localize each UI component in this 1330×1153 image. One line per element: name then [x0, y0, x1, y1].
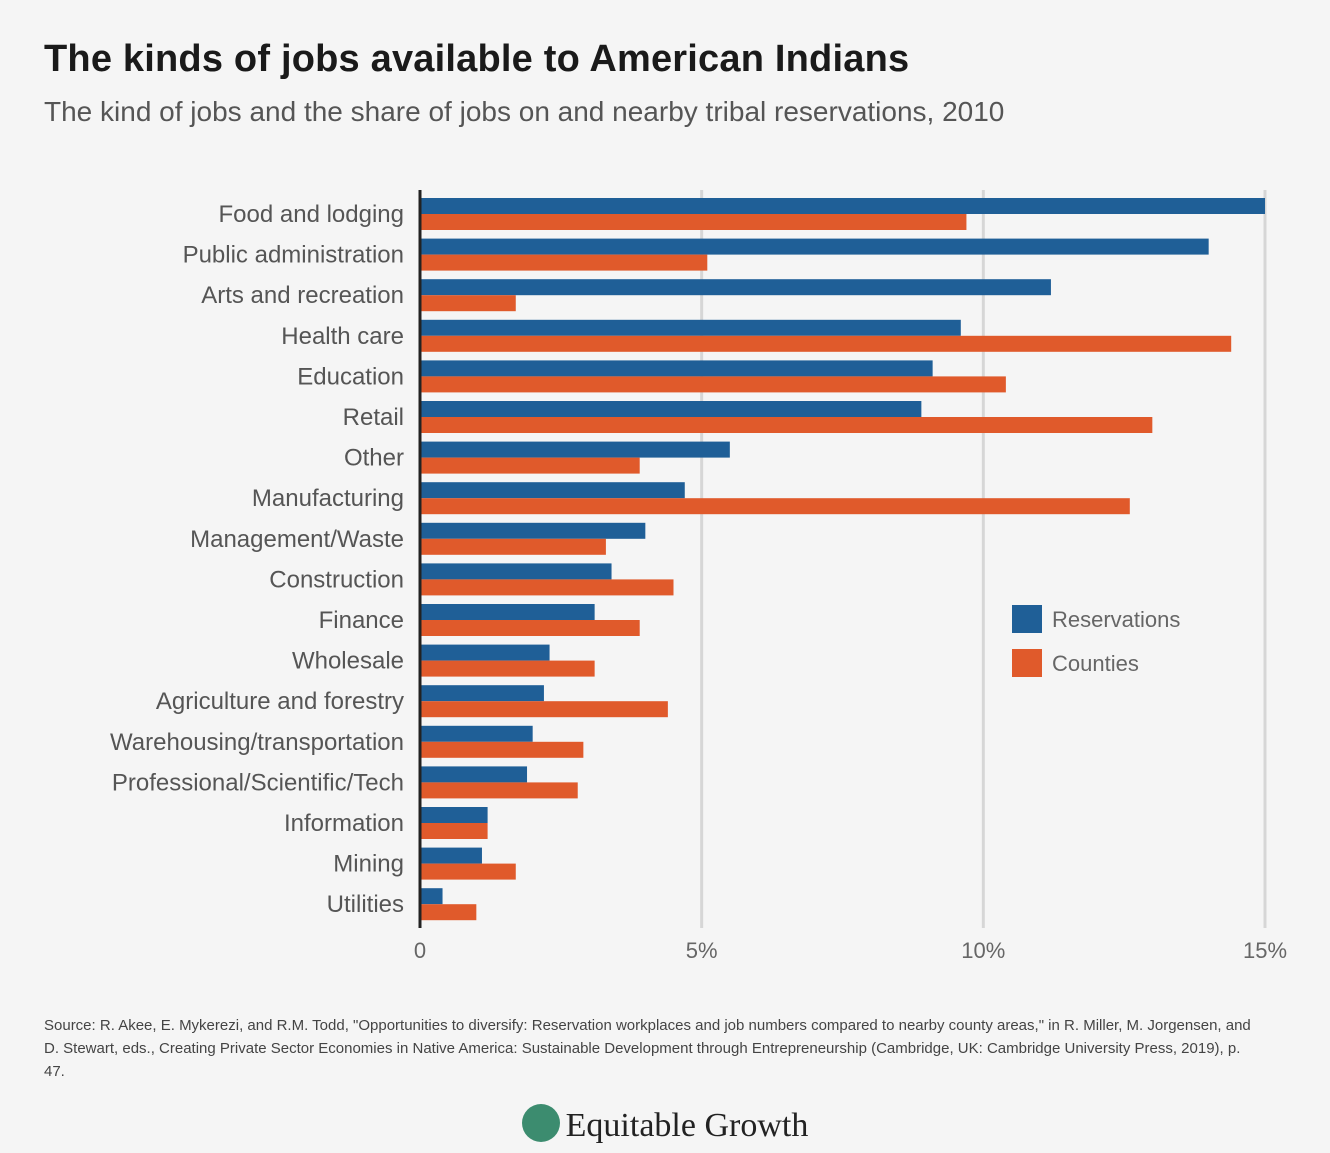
bar-reservations — [420, 319, 961, 336]
x-tick-label: 5% — [686, 938, 718, 963]
bar-chart: Food and lodging Public administration Art… — [110, 190, 1287, 963]
legend-label: Counties — [1052, 651, 1139, 676]
bar-counties — [420, 620, 640, 636]
category-label: Utilities — [327, 891, 404, 918]
category-label: Warehousing/transportation — [110, 729, 404, 756]
bar-counties — [420, 498, 1130, 515]
legend-swatch — [1012, 649, 1042, 677]
bar-counties — [420, 457, 640, 474]
category-label: Other — [344, 445, 404, 472]
bar-counties — [420, 417, 1153, 433]
category-label: Manufacturing — [252, 485, 404, 512]
bar-counties — [420, 335, 1232, 352]
category-label: Wholesale — [292, 648, 404, 675]
bar-reservations — [420, 401, 922, 417]
x-tick-label: 10% — [961, 938, 1005, 963]
chart-subtitle: The kind of jobs and the share of jobs o… — [44, 96, 1005, 127]
bar-counties — [420, 782, 578, 799]
bar-counties — [420, 254, 708, 271]
bar-counties — [420, 214, 967, 230]
bar-reservations — [420, 441, 730, 458]
category-label: Construction — [269, 566, 404, 593]
bar-reservations — [420, 766, 528, 783]
bar-counties — [420, 741, 584, 758]
logo-icon — [521, 1104, 560, 1142]
bar-counties — [420, 701, 668, 718]
x-tick-label: 0 — [414, 938, 426, 963]
bar-counties — [420, 823, 488, 839]
bar-reservations — [420, 807, 488, 823]
bar-reservations — [420, 888, 443, 905]
bar-counties — [420, 376, 1006, 393]
legend-swatch — [1012, 605, 1042, 633]
bar-reservations — [420, 847, 482, 864]
category-label: Management/Waste — [190, 526, 404, 553]
bar-reservations — [420, 685, 544, 702]
bar-reservations — [420, 644, 550, 661]
source-note: Source: R. Akee, E. Mykerezi, and R.M. T… — [44, 1017, 1251, 1080]
chart-title: The kinds of jobs available to American … — [44, 38, 910, 80]
category-label: Information — [284, 810, 404, 837]
category-label: Retail — [343, 404, 404, 431]
category-label: Finance — [319, 607, 404, 634]
bar-reservations — [420, 482, 685, 499]
bar-reservations — [420, 238, 1209, 255]
category-label: Health care — [281, 323, 404, 350]
bar-reservations — [420, 279, 1051, 296]
bar-counties — [420, 579, 674, 596]
category-label: Public administration — [183, 242, 404, 269]
bar-reservations — [420, 563, 612, 580]
legend-label: Reservations — [1052, 607, 1180, 632]
bar-counties — [420, 863, 516, 880]
category-label: Food and lodging — [219, 201, 404, 228]
bar-reservations — [420, 725, 533, 742]
bar-counties — [420, 538, 606, 555]
logo-text: Equitable Growth — [565, 1107, 809, 1144]
category-label: Arts and recreation — [201, 282, 404, 309]
bar-reservations — [420, 604, 595, 620]
bar-counties — [420, 904, 477, 921]
equitable-growth-logo: Equitable Growth — [0, 1104, 1330, 1145]
bar-reservations — [420, 360, 933, 377]
bar-counties — [420, 295, 516, 312]
bar-counties — [420, 660, 595, 677]
bar-reservations — [420, 522, 646, 539]
category-label: Professional/Scientific/Tech — [112, 769, 404, 796]
category-label: Mining — [333, 851, 404, 878]
x-tick-label: 15% — [1243, 938, 1287, 963]
category-label: Agriculture and forestry — [156, 688, 404, 715]
category-label: Education — [297, 363, 404, 390]
bar-reservations — [420, 198, 1265, 214]
